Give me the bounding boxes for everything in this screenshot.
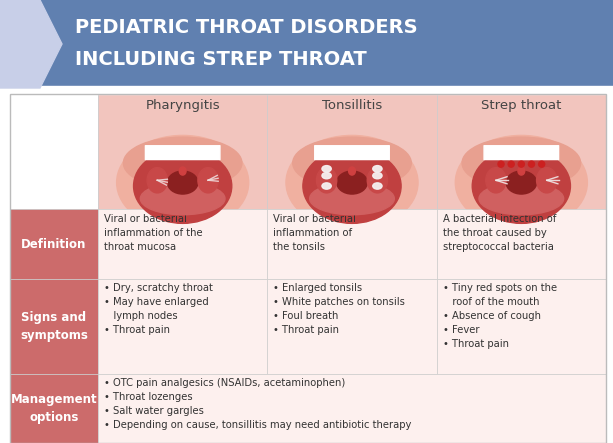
Circle shape: [518, 161, 524, 167]
Bar: [10, 94, 98, 209]
Text: Viral or bacterial
inflammation of the
throat mucosa: Viral or bacterial inflammation of the t…: [104, 214, 203, 252]
Bar: [10, 94, 606, 443]
Bar: [98, 374, 606, 443]
Ellipse shape: [349, 167, 356, 175]
Ellipse shape: [286, 136, 418, 230]
Text: • Dry, scratchy throat
• May have enlarged
   lymph nodes
• Throat pain: • Dry, scratchy throat • May have enlarg…: [104, 283, 213, 335]
Text: Tonsillitis: Tonsillitis: [322, 99, 382, 112]
Ellipse shape: [310, 183, 394, 215]
Ellipse shape: [322, 166, 331, 172]
Bar: [436, 279, 606, 374]
Bar: [10, 279, 98, 374]
Bar: [10, 209, 98, 279]
Text: Viral or bacterial
inflammation of
the tonsils: Viral or bacterial inflammation of the t…: [273, 214, 356, 252]
Bar: [10, 374, 98, 443]
Ellipse shape: [485, 167, 506, 193]
Ellipse shape: [373, 166, 382, 172]
Ellipse shape: [337, 171, 367, 194]
Ellipse shape: [293, 137, 411, 189]
Ellipse shape: [116, 136, 249, 230]
Ellipse shape: [134, 148, 232, 223]
Text: Definition: Definition: [21, 237, 86, 250]
Ellipse shape: [373, 172, 382, 179]
Ellipse shape: [198, 167, 218, 193]
Ellipse shape: [455, 136, 587, 230]
FancyBboxPatch shape: [314, 146, 389, 159]
Ellipse shape: [506, 171, 536, 194]
Ellipse shape: [167, 171, 198, 194]
Ellipse shape: [518, 167, 525, 175]
Ellipse shape: [322, 183, 331, 189]
Text: • Enlarged tonsils
• White patches on tonsils
• Foul breath
• Throat pain: • Enlarged tonsils • White patches on to…: [273, 283, 405, 335]
Ellipse shape: [479, 183, 564, 215]
FancyBboxPatch shape: [318, 194, 386, 206]
FancyBboxPatch shape: [484, 146, 558, 159]
Polygon shape: [0, 0, 62, 88]
Text: Pharyngitis: Pharyngitis: [145, 99, 220, 112]
Ellipse shape: [472, 148, 571, 223]
Bar: [0, 88, 613, 443]
Circle shape: [539, 161, 545, 167]
Ellipse shape: [462, 137, 581, 189]
Text: • Tiny red spots on the
   roof of the mouth
• Absence of cough
• Fever
• Throat: • Tiny red spots on the roof of the mout…: [443, 283, 557, 349]
Circle shape: [508, 161, 514, 167]
Bar: [98, 209, 267, 279]
Circle shape: [498, 161, 504, 167]
Text: • OTC pain analgesics (NSAIDs, acetaminophen)
• Throat lozenges
• Salt water gar: • OTC pain analgesics (NSAIDs, acetamino…: [104, 378, 411, 430]
Ellipse shape: [373, 183, 382, 189]
Bar: [0, 0, 613, 88]
FancyBboxPatch shape: [487, 194, 555, 206]
Bar: [267, 209, 436, 279]
Ellipse shape: [322, 172, 331, 179]
Ellipse shape: [316, 167, 337, 193]
Ellipse shape: [140, 183, 225, 215]
Bar: [0, 86, 613, 94]
FancyBboxPatch shape: [145, 146, 220, 159]
Bar: [267, 279, 436, 374]
Text: Strep throat: Strep throat: [481, 99, 562, 112]
Bar: [267, 94, 436, 209]
Text: INCLUDING STREP THROAT: INCLUDING STREP THROAT: [75, 50, 367, 69]
Text: A bacterial infection of
the throat caused by
streptococcal bacteria: A bacterial infection of the throat caus…: [443, 214, 556, 252]
Ellipse shape: [367, 167, 387, 193]
Text: Signs and
symptoms: Signs and symptoms: [20, 311, 88, 342]
Circle shape: [528, 161, 535, 167]
Text: Management
options: Management options: [10, 393, 97, 424]
Bar: [436, 94, 606, 209]
Ellipse shape: [147, 167, 167, 193]
Text: PEDIATRIC THROAT DISORDERS: PEDIATRIC THROAT DISORDERS: [75, 18, 417, 37]
FancyBboxPatch shape: [149, 194, 216, 206]
Ellipse shape: [303, 148, 401, 223]
Bar: [436, 209, 606, 279]
Bar: [98, 279, 267, 374]
Bar: [98, 94, 267, 209]
Ellipse shape: [179, 167, 186, 175]
Ellipse shape: [123, 137, 242, 189]
Ellipse shape: [536, 167, 557, 193]
